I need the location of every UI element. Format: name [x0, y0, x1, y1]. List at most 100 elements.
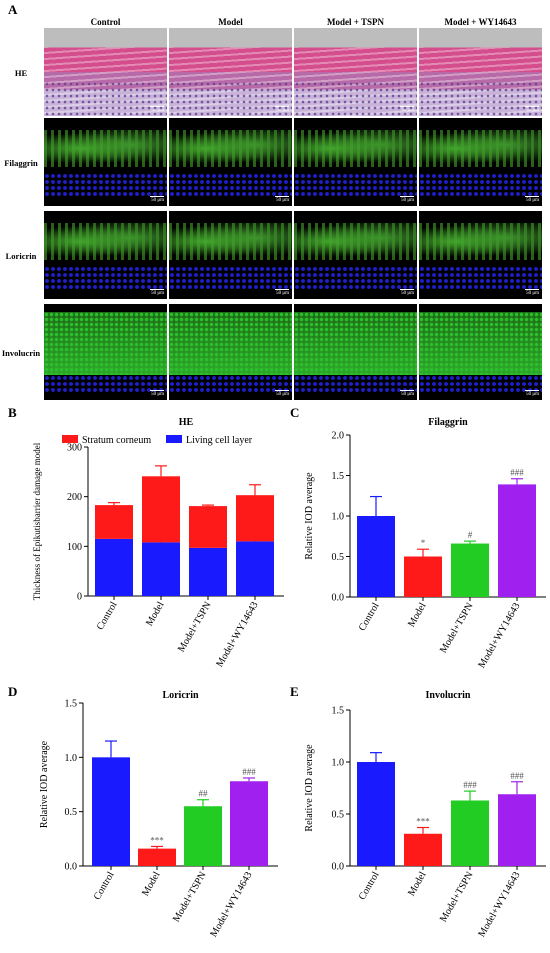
scale-bar: 50 μm — [526, 198, 539, 203]
y-tick-label: 1.0 — [332, 758, 345, 769]
bar — [451, 800, 489, 866]
dapi-nuclei-layer — [419, 375, 542, 395]
micrograph-he-3: 50 μm — [419, 28, 542, 116]
micrograph-he-0: 50 μm — [44, 28, 167, 116]
x-tick-label: Control — [92, 870, 117, 902]
chart-b-stacked-thickness: HE Thickness of Epikutisbarrier damage mo… — [32, 417, 284, 669]
x-tick-label: Model+WY14643 — [214, 600, 260, 669]
significance-marker: # — [468, 530, 473, 540]
y-tick-label: 0.0 — [332, 593, 345, 604]
x-tick-label: Model — [406, 870, 429, 898]
panel-e-letter: E — [290, 684, 299, 699]
green-stain-layer — [169, 130, 292, 168]
bar — [498, 484, 536, 597]
green-stain-layer — [44, 130, 167, 168]
significance-marker: ### — [463, 780, 477, 790]
y-tick-label: 200 — [67, 492, 82, 503]
column-header-model-wy14643: Model + WY14643 — [444, 17, 517, 27]
y-tick-label: 1.5 — [332, 706, 345, 717]
micrograph-involucrin-2: 50 μm — [294, 304, 417, 400]
y-tick-label: 300 — [67, 443, 82, 454]
x-tick-label: Control — [357, 601, 382, 633]
panel-d-letter: D — [8, 684, 18, 699]
chart-c-filaggrin: Filaggrin Relative IOD average 0.0 0.5 1.0 1.… — [304, 417, 546, 670]
legend-label: Stratum corneum — [82, 435, 151, 446]
scale-bar: 50 μm — [526, 291, 539, 296]
y-tick-label: 100 — [67, 542, 82, 553]
green-stain-layer — [44, 311, 167, 376]
y-tick-label: 2.0 — [332, 431, 345, 442]
legend-swatch — [62, 435, 78, 443]
bar — [184, 806, 222, 866]
y-axis-label: Relative IOD average — [39, 740, 50, 828]
panel-c-letter: C — [290, 405, 300, 420]
scale-bar: 50 μm — [276, 392, 289, 397]
y-tick-label: 1.5 — [65, 699, 78, 710]
panel-b-letter: B — [8, 405, 17, 420]
scale-bar: 50 μm — [401, 108, 414, 113]
y-tick-label: 1.0 — [332, 512, 345, 523]
bar — [451, 543, 489, 597]
chart-e-involucrin: Involucrin Relative IOD average 0.0 0.5 1.0 1… — [304, 690, 546, 939]
chart-title: HE — [179, 417, 194, 428]
panel-a-letter: A — [8, 2, 18, 17]
dapi-nuclei-layer — [169, 265, 292, 291]
y-tick-label: 1.0 — [65, 753, 78, 764]
micrograph-loricrin-1: 50 μm — [169, 211, 292, 299]
micrograph-involucrin-3: 50 μm — [419, 304, 542, 400]
green-stain-layer — [294, 311, 417, 376]
green-stain-layer — [294, 130, 417, 168]
y-tick-label: 0.5 — [332, 810, 345, 821]
micrograph-filaggrin-0: 50 μm — [44, 118, 167, 206]
scale-bar: 50 μm — [401, 392, 414, 397]
row-header-involucrin: Involucrin — [1, 348, 41, 358]
micrograph-involucrin-0: 50 μm — [44, 304, 167, 400]
scale-bar: 50 μm — [276, 198, 289, 203]
green-stain-layer — [419, 311, 542, 376]
significance-marker: *** — [416, 817, 430, 827]
bar — [498, 794, 536, 866]
green-stain-layer — [419, 223, 542, 261]
significance-marker: ## — [199, 789, 209, 799]
row-header-he: HE — [14, 68, 28, 78]
dapi-nuclei-layer — [419, 172, 542, 198]
scale-bar: 50 μm — [151, 108, 164, 113]
bar-stratum-corneum — [142, 476, 180, 543]
bar — [230, 781, 268, 866]
scale-bar: 50 μm — [151, 198, 164, 203]
bar — [92, 757, 130, 866]
micrograph-filaggrin-1: 50 μm — [169, 118, 292, 206]
scale-bar: 50 μm — [151, 392, 164, 397]
scale-bar: 50 μm — [526, 108, 539, 113]
dapi-nuclei-layer — [294, 375, 417, 395]
bar-living-cell-layer — [189, 547, 227, 596]
green-stain-layer — [169, 223, 292, 261]
bar-living-cell-layer — [236, 541, 274, 596]
bar — [138, 848, 176, 866]
x-tick-label: Control — [357, 870, 382, 902]
green-stain-layer — [294, 223, 417, 261]
chart-title: Involucrin — [425, 690, 470, 701]
chart-d-loricrin: Loricrin Relative IOD average 0.0 0.5 1.0 1.5… — [39, 690, 278, 939]
y-axis-label: Relative IOD average — [304, 744, 315, 832]
chart-title: Loricrin — [162, 690, 199, 701]
column-header-model-tspn: Model + TSPN — [327, 17, 384, 27]
x-tick-label: Model+WY14643 — [476, 870, 522, 939]
bar — [404, 556, 442, 597]
bar-stratum-corneum — [189, 506, 227, 548]
significance-marker: * — [421, 538, 426, 548]
micrograph-filaggrin-3: 50 μm — [419, 118, 542, 206]
y-tick-label: 0.5 — [65, 807, 78, 818]
green-stain-layer — [44, 223, 167, 261]
legend-swatch — [166, 435, 182, 443]
bar-stratum-corneum — [236, 495, 274, 542]
scale-bar: 50 μm — [276, 108, 289, 113]
x-tick-label: Model+TSPN — [176, 600, 214, 654]
green-stain-layer — [419, 130, 542, 168]
micrograph-he-1: 50 μm — [169, 28, 292, 116]
bar-living-cell-layer — [95, 538, 133, 596]
significance-marker: ### — [242, 767, 256, 777]
x-tick-label: Model+WY14643 — [476, 601, 522, 670]
scale-bar: 50 μm — [401, 198, 414, 203]
y-tick-label: 0.5 — [332, 552, 345, 563]
